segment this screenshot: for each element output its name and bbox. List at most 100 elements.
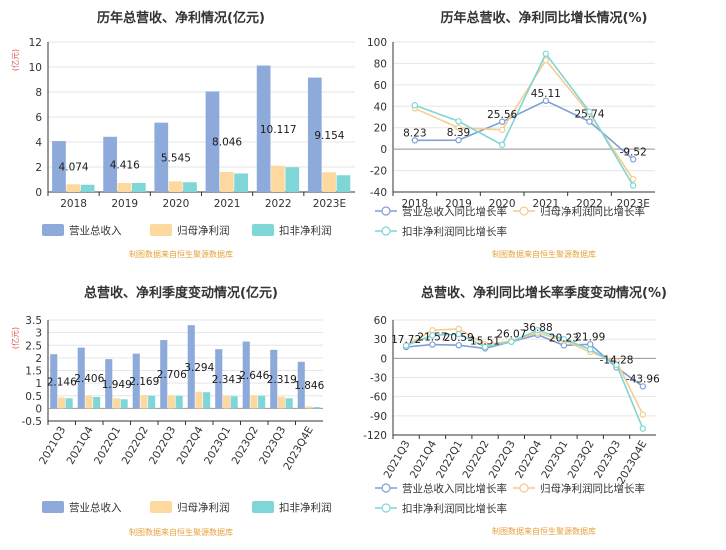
line-营业总收入同比增长率	[414, 99, 634, 160]
legend-label: 营业总收入同比增长率	[402, 205, 507, 218]
data-label: 1.846	[294, 380, 324, 392]
x-tick-label: 2022Q3	[147, 425, 178, 467]
data-label: 20.23	[549, 332, 579, 344]
data-label: 36.88	[523, 322, 553, 334]
data-label: -9.52	[620, 146, 647, 158]
y-tick-label: 100	[367, 37, 387, 49]
bar-归母净利润	[195, 391, 203, 409]
line-扣非净利润同比增长率	[405, 329, 644, 429]
y-unit-label: (亿元)	[10, 327, 20, 349]
bar-营业总收入	[307, 77, 322, 192]
bar-归母净利润	[57, 397, 65, 409]
point-扣非净利润同比增长率	[481, 343, 489, 351]
chart-title: 历年总营收、净利同比增长情况(%)	[441, 10, 648, 26]
bar-营业总收入	[105, 359, 113, 409]
data-label: 25.56	[487, 109, 517, 121]
y-tick-label: 0.5	[25, 391, 42, 403]
chart-title: 历年总营收、净利情况(亿元)	[97, 10, 265, 26]
bar-归母净利润	[322, 172, 336, 192]
bar-扣非净利润	[313, 407, 321, 409]
point-扣非净利润同比增长率	[542, 50, 550, 57]
point-扣非净利润同比增长率	[639, 425, 647, 432]
legend-label: 归母净利润同比增长率	[540, 205, 645, 218]
y-tick-label: 80	[374, 58, 387, 70]
legend-swatch	[42, 224, 64, 236]
x-tick-label: 2021Q3	[37, 425, 68, 467]
x-tick-label: 2021	[532, 198, 559, 210]
y-tick-label: -60	[370, 392, 387, 404]
point-扣非净利润同比增长率	[534, 327, 541, 334]
bar-归母净利润	[140, 394, 148, 409]
point-扣非净利润同比增长率	[402, 342, 410, 349]
data-label: 20.59	[444, 332, 474, 344]
line-扣非净利润同比增长率	[414, 52, 634, 186]
bar-归母净利润	[277, 396, 285, 409]
bar-扣非净利润	[203, 392, 211, 409]
x-tick-label: 2018	[60, 198, 87, 210]
data-label: 21.99	[575, 331, 605, 343]
point-归母净利润同比增长率	[455, 325, 462, 333]
bar-营业总收入	[205, 91, 220, 192]
bar-扣非净利润	[175, 395, 183, 409]
chart-title: 总营收、净利季度变动情况(亿元)	[84, 285, 278, 301]
chart-quarterly-growth: 总营收、净利同比增长率季度变动情况(%)% -120 -90 -60 -30 0 30 60 2…	[363, 285, 667, 536]
bar-扣非净利润	[93, 397, 101, 409]
data-label: 1.949	[102, 379, 132, 391]
point-营业总收入同比增长率	[629, 156, 637, 163]
legend-swatch-marker	[381, 503, 391, 513]
x-tick-label: 2023E	[313, 198, 346, 210]
bar-归母净利润	[219, 172, 234, 192]
bar-归母净利润	[250, 395, 258, 409]
y-tick-label: 20	[374, 123, 387, 135]
legend-swatch-marker	[381, 206, 391, 216]
point-扣非净利润同比增长率	[411, 102, 419, 109]
bar-归母净利润	[305, 406, 313, 409]
y-tick-label: 10	[29, 62, 42, 74]
source-note: 制图数据来自恒生聚源数据库	[129, 249, 233, 259]
x-tick-label: 2023Q1	[202, 425, 233, 467]
bar-归母净利润	[168, 181, 183, 192]
point-营业总收入同比增长率	[411, 137, 419, 144]
bar-归母净利润	[271, 165, 285, 192]
legend-label: 营业总收入同比增长率	[402, 482, 507, 495]
point-扣非净利润同比增长率	[455, 330, 462, 338]
data-label: 2.169	[129, 376, 159, 388]
y-tick-label: 40	[374, 101, 387, 113]
legend-label: 扣非净利润同比增长率	[402, 225, 507, 238]
data-label: 2.319	[267, 374, 297, 386]
point-扣非净利润同比增长率	[498, 141, 506, 149]
bar-归母净利润	[117, 183, 132, 192]
y-tick-label: 1	[35, 378, 42, 390]
y-tick-label: 3.5	[25, 315, 42, 327]
bar-扣非净利润	[131, 183, 146, 192]
line-营业总收入同比增长率	[406, 333, 644, 388]
bar-营业总收入	[50, 354, 58, 409]
data-label: 2.646	[239, 370, 269, 382]
y-tick-label: -0.5	[22, 416, 43, 428]
y-tick-label: 2.5	[25, 340, 42, 352]
point-扣非净利润同比增长率	[429, 332, 436, 339]
legend-label: 扣非净利润	[279, 501, 332, 514]
y-unit-label: %	[363, 56, 365, 64]
bar-归母净利润	[85, 395, 93, 409]
legend-swatch-marker	[381, 483, 391, 493]
source-note: 制图数据来自恒生聚源数据库	[492, 249, 596, 259]
bar-归母净利润	[112, 398, 120, 409]
bar-营业总收入	[297, 361, 305, 409]
bar-营业总收入	[242, 341, 250, 409]
data-label: 25.74	[574, 109, 604, 121]
data-label: 2.343	[212, 374, 242, 386]
bar-营业总收入	[160, 340, 168, 409]
point-归母净利润同比增长率	[498, 126, 506, 134]
legend-label: 营业总收入	[69, 224, 122, 237]
x-tick-label: 2023Q2	[230, 425, 261, 467]
x-tick-label: 2019	[111, 198, 138, 210]
data-label: 2.406	[74, 373, 104, 385]
bar-扣非净利润	[120, 399, 128, 409]
x-tick-label: 2023E	[616, 198, 649, 210]
point-扣非净利润同比增长率	[508, 338, 515, 345]
y-tick-label: 60	[374, 315, 387, 327]
legend-swatch	[150, 224, 172, 236]
point-扣非净利润同比增长率	[629, 182, 637, 189]
x-tick-label: 2020	[489, 198, 516, 210]
